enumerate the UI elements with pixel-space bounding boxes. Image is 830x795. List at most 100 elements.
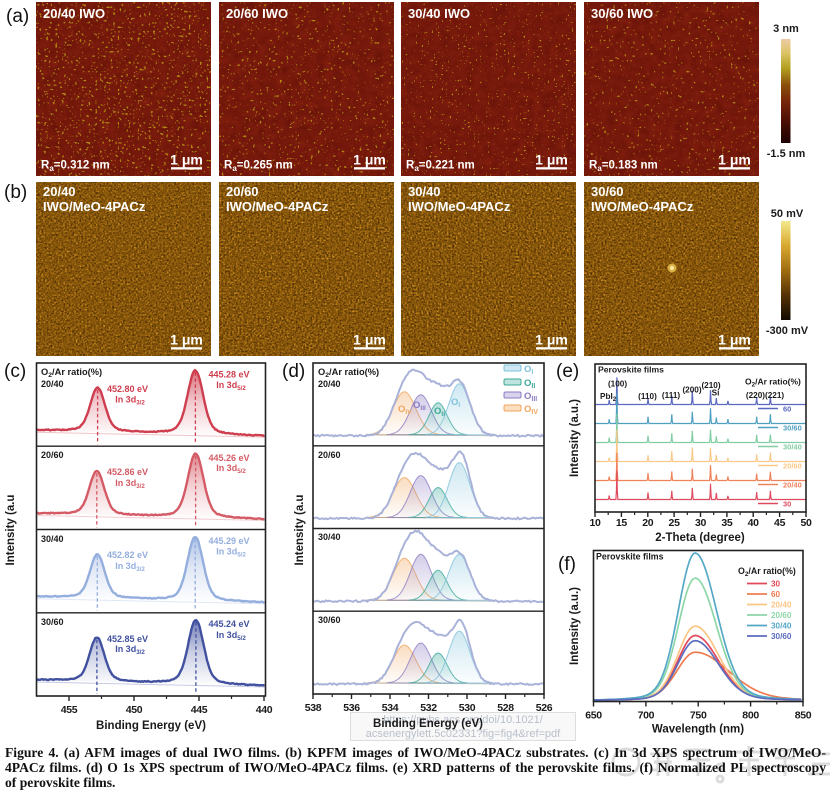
svg-text:Binding Energy (eV): Binding Energy (eV) bbox=[373, 718, 483, 730]
svg-text:Intensity (a.u.): Intensity (a.u.) bbox=[569, 399, 581, 477]
svg-text:30/60: 30/60 bbox=[41, 617, 64, 627]
svg-text:OII: OII bbox=[434, 406, 445, 418]
svg-text:20/60 IWO: 20/60 IWO bbox=[226, 6, 288, 21]
svg-text:(a): (a) bbox=[6, 6, 29, 27]
svg-text:60: 60 bbox=[783, 405, 791, 414]
svg-text:450: 450 bbox=[126, 704, 143, 716]
svg-text:O2/Ar ratio(%): O2/Ar ratio(%) bbox=[318, 367, 379, 379]
svg-text:30/40: 30/40 bbox=[41, 534, 64, 544]
svg-text:-1.5 nm: -1.5 nm bbox=[767, 148, 806, 160]
svg-text:In 3d5/2: In 3d5/2 bbox=[216, 547, 246, 559]
svg-text:(f): (f) bbox=[558, 554, 576, 575]
svg-text:O2/Ar ratio(%): O2/Ar ratio(%) bbox=[41, 367, 102, 379]
svg-text:(e): (e) bbox=[556, 361, 579, 382]
svg-text:O2/Ar ratio(%): O2/Ar ratio(%) bbox=[745, 377, 801, 389]
svg-text:OI: OI bbox=[524, 364, 533, 376]
svg-text:(200): (200) bbox=[682, 386, 701, 395]
svg-text:(110): (110) bbox=[638, 392, 657, 401]
svg-text:30/60: 30/60 bbox=[783, 424, 802, 433]
svg-text:(220)(221): (220)(221) bbox=[746, 391, 785, 400]
svg-text:20/40: 20/40 bbox=[783, 481, 802, 490]
svg-text:1 μm: 1 μm bbox=[535, 332, 568, 348]
svg-text:(100): (100) bbox=[608, 380, 627, 389]
svg-text:445: 445 bbox=[191, 704, 208, 716]
svg-text:(210): (210) bbox=[701, 381, 720, 390]
svg-text:PbI2: PbI2 bbox=[600, 392, 617, 403]
svg-text:20/60: 20/60 bbox=[783, 462, 802, 471]
svg-text:In 3d5/2: In 3d5/2 bbox=[216, 380, 246, 392]
svg-text:20/40: 20/40 bbox=[41, 379, 64, 389]
svg-text:455: 455 bbox=[61, 704, 78, 716]
svg-text:(b): (b) bbox=[4, 182, 27, 203]
svg-text:In 3d3/2: In 3d3/2 bbox=[115, 478, 145, 490]
svg-text:50: 50 bbox=[800, 517, 812, 529]
svg-text:OII: OII bbox=[524, 378, 535, 390]
svg-text:30: 30 bbox=[771, 580, 781, 589]
svg-text:Binding Energy (eV): Binding Energy (eV) bbox=[96, 720, 206, 732]
svg-text:20/60: 20/60 bbox=[41, 450, 64, 460]
svg-text:1 μm: 1 μm bbox=[353, 332, 386, 348]
svg-text:538: 538 bbox=[305, 702, 322, 714]
svg-text:20: 20 bbox=[642, 517, 654, 529]
svg-text:Ra=0.221 nm: Ra=0.221 nm bbox=[406, 160, 475, 174]
svg-text:45: 45 bbox=[774, 517, 786, 529]
svg-text:452.80 eV: 452.80 eV bbox=[107, 384, 148, 394]
svg-text:1 μm: 1 μm bbox=[353, 152, 386, 168]
svg-text:440: 440 bbox=[256, 704, 273, 716]
svg-text:IWO/MeO-4PACz: IWO/MeO-4PACz bbox=[408, 199, 511, 214]
svg-text:30/60: 30/60 bbox=[591, 184, 624, 199]
svg-text:1 μm: 1 μm bbox=[170, 332, 203, 348]
svg-text:30/40: 30/40 bbox=[771, 622, 792, 631]
svg-text:452.85 eV: 452.85 eV bbox=[107, 634, 148, 644]
svg-text:800: 800 bbox=[742, 710, 759, 722]
svg-text:1 μm: 1 μm bbox=[718, 332, 751, 348]
svg-text:Ra=0.312 nm: Ra=0.312 nm bbox=[41, 160, 110, 174]
svg-text:(111): (111) bbox=[662, 391, 680, 400]
svg-text:15: 15 bbox=[616, 517, 628, 529]
svg-text:20/40: 20/40 bbox=[43, 184, 76, 199]
svg-text:526: 526 bbox=[536, 702, 553, 714]
svg-text:Wavelength (nm): Wavelength (nm) bbox=[652, 724, 744, 736]
svg-text:OIII: OIII bbox=[524, 391, 537, 403]
svg-text:528: 528 bbox=[497, 702, 514, 714]
svg-text:Intensity (a.u: Intensity (a.u bbox=[5, 495, 17, 566]
svg-text:Perovskite films: Perovskite films bbox=[596, 552, 664, 562]
svg-text:1 μm: 1 μm bbox=[535, 152, 568, 168]
svg-text:532: 532 bbox=[420, 702, 437, 714]
svg-text:30: 30 bbox=[783, 500, 791, 509]
svg-text:530: 530 bbox=[459, 702, 476, 714]
svg-text:In 3d5/2: In 3d5/2 bbox=[216, 630, 246, 642]
svg-text:30/40: 30/40 bbox=[408, 184, 441, 199]
svg-text:1 μm: 1 μm bbox=[718, 152, 751, 168]
svg-text:445.28 eV: 445.28 eV bbox=[208, 370, 249, 380]
svg-text:20/60: 20/60 bbox=[226, 184, 259, 199]
svg-text:(c): (c) bbox=[4, 361, 26, 382]
svg-text:OI: OI bbox=[451, 397, 460, 409]
svg-text:850: 850 bbox=[795, 710, 812, 722]
svg-text:445.29 eV: 445.29 eV bbox=[208, 536, 249, 546]
svg-text:O2/Ar ratio(%): O2/Ar ratio(%) bbox=[738, 566, 796, 578]
svg-text:20/40: 20/40 bbox=[318, 379, 341, 389]
svg-text:750: 750 bbox=[690, 710, 707, 722]
svg-text:20/60: 20/60 bbox=[318, 450, 341, 460]
svg-text:534: 534 bbox=[382, 702, 399, 714]
svg-text:Intensity (a.u: Intensity (a.u bbox=[294, 495, 306, 566]
svg-text:10: 10 bbox=[589, 517, 601, 529]
svg-text:IWO/MeO-4PACz: IWO/MeO-4PACz bbox=[591, 199, 694, 214]
svg-text:20/40 IWO: 20/40 IWO bbox=[43, 6, 105, 21]
svg-text:In 3d3/2: In 3d3/2 bbox=[115, 395, 145, 407]
svg-text:20/40: 20/40 bbox=[771, 601, 792, 610]
svg-text:Perovskite films: Perovskite films bbox=[598, 365, 664, 375]
svg-text:2-Theta (degree): 2-Theta (degree) bbox=[655, 532, 745, 544]
svg-text:Ra=0.265 nm: Ra=0.265 nm bbox=[224, 160, 293, 174]
svg-text:30/60: 30/60 bbox=[771, 632, 792, 641]
svg-text:445.26 eV: 445.26 eV bbox=[208, 453, 249, 463]
svg-text:30/40: 30/40 bbox=[783, 443, 802, 452]
svg-text:OIV: OIV bbox=[524, 404, 538, 416]
svg-text:In 3d5/2: In 3d5/2 bbox=[216, 463, 246, 475]
svg-text:452.82 eV: 452.82 eV bbox=[107, 550, 148, 560]
svg-text:25: 25 bbox=[669, 517, 681, 529]
svg-text:1 μm: 1 μm bbox=[170, 152, 203, 168]
svg-text:Intensity (a.u.): Intensity (a.u.) bbox=[569, 587, 581, 665]
svg-text:Ra=0.183 nm: Ra=0.183 nm bbox=[589, 160, 658, 174]
